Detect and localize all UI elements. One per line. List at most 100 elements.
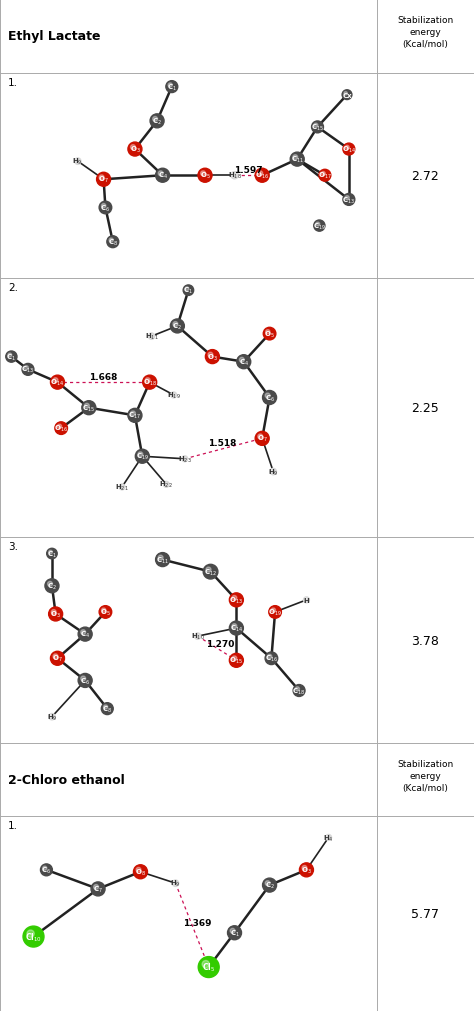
Text: O$_{17}$: O$_{17}$ [318,171,332,181]
Circle shape [343,144,355,156]
Circle shape [183,286,194,296]
Text: Stabilization
energy
(Kcal/mol): Stabilization energy (Kcal/mol) [397,759,454,793]
Circle shape [173,881,179,887]
Circle shape [53,378,58,383]
Circle shape [232,656,237,661]
Circle shape [155,553,170,567]
Circle shape [22,364,34,376]
Circle shape [196,635,198,637]
Circle shape [128,409,142,423]
Text: C$_{2}$: C$_{2}$ [152,116,162,126]
Circle shape [270,469,276,475]
Circle shape [103,706,108,710]
Circle shape [166,82,178,93]
Circle shape [206,567,211,572]
Circle shape [305,599,307,601]
Text: H$_{18}$: H$_{18}$ [228,171,241,181]
Circle shape [40,864,52,876]
Text: O$_{14}$: O$_{14}$ [342,145,356,155]
Circle shape [344,92,347,96]
Circle shape [293,156,298,161]
Circle shape [255,169,269,183]
Circle shape [145,378,150,383]
Text: H$_{9}$: H$_{9}$ [170,879,181,889]
Text: O$_{7}$: O$_{7}$ [52,653,63,664]
Circle shape [265,331,270,335]
Circle shape [84,403,89,408]
Text: O$_{7}$: O$_{7}$ [257,434,267,444]
Text: H$_{21}$: H$_{21}$ [115,482,129,492]
Text: 1.: 1. [8,78,18,87]
Text: C$_{11}$: C$_{11}$ [291,155,304,165]
Text: C$_{6}$: C$_{6}$ [264,393,274,403]
Circle shape [101,609,106,613]
Text: O$_{5}$: O$_{5}$ [100,608,111,618]
Circle shape [51,610,56,615]
Circle shape [198,169,212,183]
Text: C$_{19}$: C$_{19}$ [136,452,149,462]
Circle shape [74,159,81,165]
Text: 1.597: 1.597 [234,166,263,175]
Text: C$_{2}$: C$_{2}$ [264,881,274,891]
Circle shape [119,484,125,490]
Text: C$_{2}$: C$_{2}$ [173,321,182,332]
Circle shape [182,456,188,462]
Circle shape [27,930,34,937]
Circle shape [158,172,163,177]
Text: C$_{15}$: C$_{15}$ [311,122,324,132]
Text: H$_{23}$: H$_{23}$ [178,454,191,464]
Circle shape [326,835,331,840]
Circle shape [78,628,92,641]
Circle shape [290,153,304,167]
Circle shape [6,352,17,363]
Circle shape [173,323,178,328]
Circle shape [43,866,47,870]
Circle shape [99,606,112,619]
Circle shape [271,609,275,613]
Text: O$_{14}$: O$_{14}$ [51,378,64,388]
Text: C$_{1}$: C$_{1}$ [47,549,57,559]
Text: C$_{12}$: C$_{12}$ [204,567,217,577]
Circle shape [232,624,237,629]
Circle shape [205,350,219,364]
Circle shape [314,124,318,128]
Circle shape [153,117,157,122]
Text: H$_{10}$: H$_{10}$ [191,632,205,642]
Circle shape [265,652,278,665]
Text: H$_{11}$: H$_{11}$ [145,332,158,342]
Circle shape [23,926,44,947]
Circle shape [134,864,147,879]
Circle shape [293,684,305,697]
Text: C$_{1}$: C$_{1}$ [229,928,239,938]
Circle shape [265,393,270,398]
Circle shape [172,393,174,395]
Circle shape [47,549,57,559]
Text: O$_{8}$: O$_{8}$ [135,866,146,877]
Text: 1.: 1. [8,821,18,831]
Circle shape [49,551,52,554]
Circle shape [57,425,62,429]
Circle shape [91,882,105,896]
Circle shape [107,237,119,249]
Text: H$_{22}$: H$_{22}$ [159,480,173,490]
Circle shape [295,687,300,692]
Circle shape [138,452,143,457]
Circle shape [267,655,272,659]
Text: 3.78: 3.78 [411,634,439,647]
Text: C$_{8}$: C$_{8}$ [102,704,112,714]
Circle shape [208,353,213,358]
Text: C$_{1}$: C$_{1}$ [167,83,177,93]
Text: 2.: 2. [8,283,18,292]
Circle shape [319,170,331,182]
Circle shape [265,881,270,886]
Text: C$_{4}$: C$_{4}$ [157,171,168,181]
Text: 3.: 3. [8,542,18,552]
Text: Cx: Cx [342,93,352,98]
Text: C$_{11}$: C$_{11}$ [156,555,169,565]
Circle shape [300,863,313,877]
Circle shape [198,956,219,978]
Circle shape [239,358,244,363]
Circle shape [303,598,310,604]
Circle shape [81,630,86,635]
Circle shape [101,703,113,715]
